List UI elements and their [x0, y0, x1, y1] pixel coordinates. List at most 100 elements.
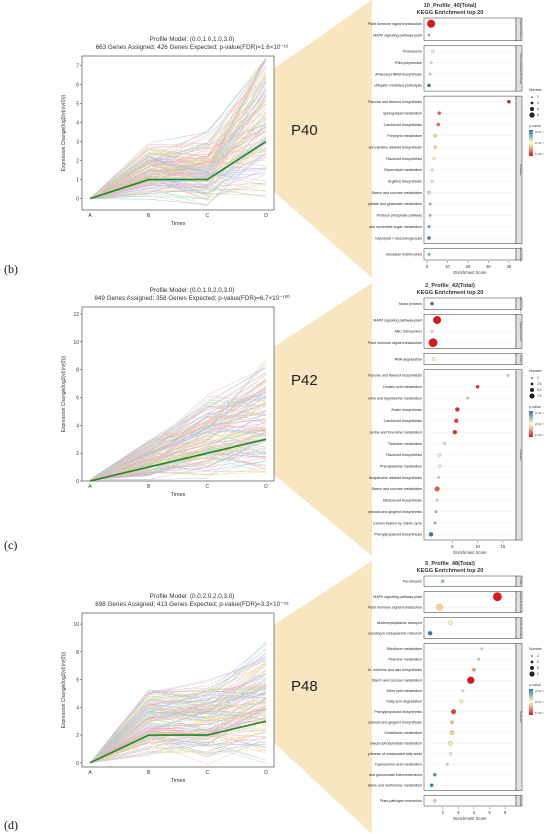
x-tick-label: A — [88, 770, 92, 776]
y-tick-label: 4 — [76, 423, 79, 429]
gene-line — [89, 60, 267, 199]
enrichment-dot — [461, 689, 465, 693]
term-label: RNA degradation — [395, 357, 422, 361]
profile-model-line — [89, 438, 267, 482]
color-legend-label: 1×10⁻¹ — [535, 433, 544, 437]
gene-line — [89, 686, 267, 763]
x-tick-label: C — [206, 770, 210, 776]
term-label: ABC transporters — [394, 330, 422, 334]
x-axis-label: Enrichment Score — [453, 550, 487, 555]
x-tick-label: 3 — [457, 810, 460, 815]
x-axis-label: Times — [171, 778, 186, 784]
color-legend-label: 2×10⁻¹ — [535, 422, 544, 426]
facet-label: Metabolism — [519, 164, 522, 175]
x-axis-label: Times — [171, 492, 186, 498]
size-legend-dot — [530, 660, 534, 664]
highlight-beam — [272, 561, 372, 834]
y-tick-label: 2 — [76, 159, 79, 165]
gene-line — [89, 60, 267, 199]
y-tick-label: 0 — [76, 479, 79, 485]
enrichment-dot — [433, 772, 437, 777]
term-label: Cyanoamino acid metabolism — [375, 763, 422, 767]
enrichment-dot — [492, 592, 502, 602]
enrichment-dot — [437, 453, 442, 457]
term-label: Taurine and hypotaurine metabolism — [368, 396, 422, 400]
enrichment-dot — [429, 783, 434, 788]
y-tick-label: 2 — [76, 451, 79, 457]
size-legend-label: 4 — [537, 101, 539, 105]
color-legend-label: 2×10⁻¹ — [535, 700, 544, 704]
enrichment-dot — [427, 225, 431, 229]
enrichment-dot — [435, 498, 439, 502]
kegg-title: 5_Profile_48(Total) KEGG Enrichment top … — [380, 561, 520, 574]
enrichment-dot — [427, 631, 433, 636]
gene-line — [89, 168, 267, 199]
x-tick-label: D — [264, 213, 268, 219]
enrichment-dot — [448, 741, 453, 746]
gene-line — [89, 174, 267, 199]
gene-line — [89, 173, 267, 199]
facet-box — [423, 643, 517, 791]
enrichment-dot — [431, 49, 435, 54]
facet-label: Organismal — [519, 795, 522, 807]
term-label: MAPK signaling pathway-plant — [373, 33, 422, 37]
term-label: Ubiquitin mediated proteolysis — [374, 84, 422, 88]
term-label: Plant hormone signal transduction — [368, 22, 422, 26]
size-legend-label: 5.0 — [537, 388, 542, 392]
enrichment-dot — [450, 720, 454, 725]
term-label: Alanine, aspartate and glutamate metabol… — [368, 202, 422, 206]
enrichment-dot — [427, 19, 436, 28]
enrichment-dot — [440, 579, 445, 584]
x-tick-label: 30 — [486, 264, 491, 269]
color-legend-bar — [529, 130, 533, 156]
term-label: Cutin, suberine and wax biosynthesis — [368, 668, 422, 672]
y-tick-label: 6 — [76, 83, 79, 89]
term-label: Zeatin biosynthesis — [391, 408, 422, 412]
kegg-title: 10_Profile_40(Total) KEGG Enrichment top… — [380, 3, 520, 16]
enrichment-dot — [427, 252, 431, 256]
enrichment-dot — [427, 190, 431, 195]
highlight-beam — [272, 283, 372, 556]
size-legend-title: Number — [529, 369, 543, 373]
term-label: Thiamine metabolism — [388, 442, 422, 446]
x-tick-label: D — [264, 770, 268, 776]
panel-letter: (c) — [4, 538, 18, 552]
color-legend-title: p-value — [529, 405, 541, 409]
facet-label: Organismal Systems — [519, 321, 522, 342]
term-label: Phenylpropanoid biosynthesis — [374, 710, 422, 714]
term-label: Tropane, piperidine and pyridine alkaloi… — [368, 145, 422, 149]
enrichment-dot — [455, 407, 460, 412]
gene-line — [89, 389, 267, 480]
gene-line — [89, 115, 267, 199]
enrichment-dot — [431, 357, 436, 361]
gene-line — [89, 708, 267, 764]
gene-line — [89, 188, 267, 199]
enrichment-dot — [427, 236, 431, 240]
gene-line — [89, 424, 267, 480]
size-legend-dot — [531, 96, 533, 98]
gene-line — [89, 95, 267, 199]
y-axis-label: Expression Change(log2(v(i)/v(0))) — [61, 355, 67, 432]
panel-letter: (d) — [4, 818, 18, 832]
highlight-beam — [272, 0, 372, 278]
enrichment-dot — [433, 798, 437, 803]
enrichment-dot — [433, 134, 437, 138]
gene-line — [89, 76, 267, 199]
x-tick-label: 5 — [488, 810, 491, 815]
enrichment-dot — [430, 301, 434, 306]
facet-label: Genetic — [519, 355, 522, 363]
kegg-subtitle: KEGG Enrichment top 20 — [416, 289, 484, 296]
gene-line — [89, 731, 267, 764]
term-label: Biosynthesis of unsaturated fatty acids — [368, 752, 422, 756]
term-label: Diterpenoid biosynthesis — [383, 499, 422, 503]
enrichment-dot — [445, 762, 449, 766]
gene-line — [89, 436, 267, 480]
enrichment-dot — [433, 521, 437, 525]
enrichment-dot — [428, 72, 432, 76]
facet-strip — [515, 591, 523, 613]
enrichment-dot — [428, 213, 432, 217]
x-tick-label: C — [206, 484, 210, 490]
term-label: Sphingolipid metabolism — [383, 111, 422, 115]
gene-line — [89, 66, 267, 199]
color-legend-label: 3×10⁻¹ — [535, 689, 544, 693]
